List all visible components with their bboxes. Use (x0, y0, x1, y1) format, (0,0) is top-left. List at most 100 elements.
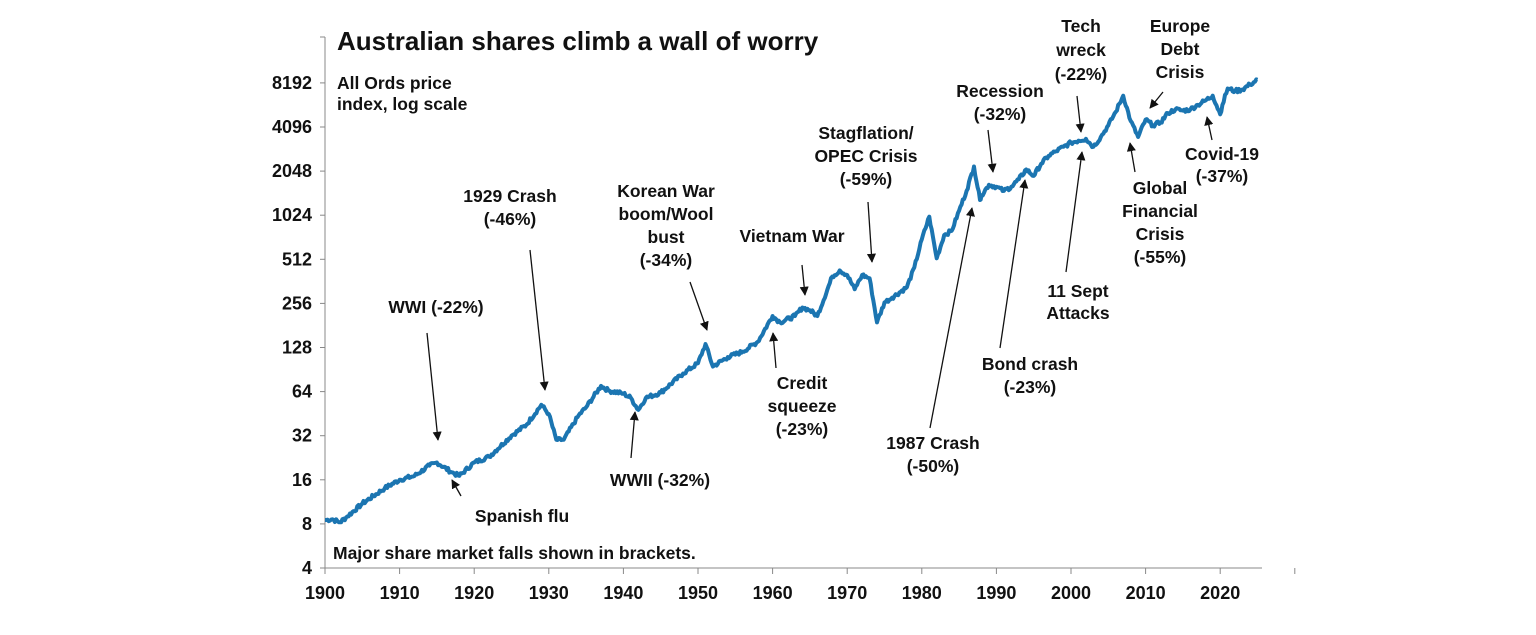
annotation-label: bust (648, 227, 685, 247)
annotation: WWI (-22%) (388, 297, 484, 441)
annotation-arrow (769, 332, 779, 369)
annotation-arrow (1204, 116, 1214, 141)
annotation-label: Debt (1161, 39, 1200, 59)
y-tick-label: 16 (292, 470, 312, 490)
x-tick-label: 2000 (1051, 583, 1091, 603)
annotation-arrow (987, 129, 997, 173)
annotation-label: Crisis (1156, 62, 1205, 82)
annotation-label: Tech (1061, 16, 1101, 36)
chart-footnote: Major share market falls shown in bracke… (333, 543, 696, 563)
x-tick-label: 1910 (380, 583, 420, 603)
annotation: Europe Debt Crisis (1149, 16, 1211, 109)
annotation-label: WWII (-32%) (610, 470, 710, 490)
annotation-label: Spanish flu (475, 506, 569, 526)
x-tick-label: 1960 (753, 583, 793, 603)
y-tick-label: 2048 (272, 161, 312, 181)
annotation-label: boom/Wool (619, 204, 714, 224)
y-tick-label: 8 (302, 514, 312, 534)
x-tick-label: 1980 (902, 583, 942, 603)
annotation-label: Covid-19 (1185, 144, 1259, 164)
annotation-label: (-32%) (974, 104, 1027, 124)
y-tick-label: 32 (292, 426, 312, 446)
annotation-label: Bond crash (982, 354, 1078, 374)
annotation-label: 1929 Crash (463, 186, 556, 206)
annotation-label: WWI (-22%) (388, 297, 483, 317)
x-tick-label: 2020 (1200, 583, 1240, 603)
y-tick-label: 4 (302, 558, 312, 578)
annotation-arrow (1075, 95, 1085, 133)
annotation-label: Attacks (1046, 303, 1109, 323)
annotation-label: 11 Sept (1047, 281, 1108, 301)
y-tick-label: 4096 (272, 117, 312, 137)
annotation: Korean War boom/Wool bust (-34%) (617, 181, 715, 331)
x-tick-label: 1920 (454, 583, 494, 603)
annotation-label: Global (1133, 178, 1187, 198)
x-tick-label: 1900 (305, 583, 345, 603)
annotation: Covid-19(-37%) (1185, 116, 1259, 186)
chart-subtitle-line-1: All Ords price (337, 73, 452, 93)
series-line-all-ords (324, 77, 1259, 525)
annotation: Bond crash (-23%) (982, 179, 1078, 397)
annotation-label: (-55%) (1134, 247, 1187, 267)
chart-subtitle-line-2: index, log scale (337, 94, 468, 114)
annotation-arrow (1126, 142, 1136, 173)
annotation-arrow (689, 281, 709, 331)
annotation: Stagflation/OPEC Crisis (-59%) (814, 123, 918, 263)
annotation: Vietnam War (739, 226, 845, 296)
annotation: Recession (-32%) (956, 81, 1044, 173)
annotation-label: (-46%) (484, 209, 537, 229)
annotation-label: Financial (1122, 201, 1198, 221)
annotation-arrow (1149, 91, 1164, 109)
x-tick-label: 1990 (976, 583, 1016, 603)
annotation-label: 1987 Crash (886, 433, 979, 453)
annotation-arrow (451, 479, 462, 497)
annotation-label: Credit (777, 373, 828, 393)
annotation-label: (-34%) (640, 250, 693, 270)
annotation-label: Europe (1150, 16, 1211, 36)
annotation: Tech wreck (-22%) (1055, 16, 1108, 133)
annotation-arrow (999, 179, 1029, 349)
annotation-label: (-37%) (1196, 166, 1249, 186)
y-tick-label: 512 (282, 249, 312, 269)
annotation-arrow (866, 201, 876, 263)
annotation-label: Korean War (617, 181, 715, 201)
annotation: Credit squeeze (-23%) (767, 332, 837, 439)
annotations: WWI (-22%) 1929 Crash (-46%) Korean War boom… (388, 16, 1259, 526)
x-tick-label: 1930 (529, 583, 569, 603)
annotation-label: OPEC Crisis (814, 146, 917, 166)
annotation-arrow (426, 332, 442, 441)
annotation: Spanish flu (451, 479, 569, 526)
annotation-label: (-23%) (1004, 377, 1057, 397)
annotation: 1987 Crash (-50%) (886, 207, 980, 476)
y-tick-label: 128 (282, 338, 312, 358)
annotation-label: (-22%) (1055, 64, 1108, 84)
annotation-label: (-59%) (840, 169, 893, 189)
annotation-label: Stagflation/ (818, 123, 913, 143)
annotation-label: squeeze (767, 396, 836, 416)
annotation-arrow (529, 249, 549, 391)
annotation-arrow (629, 411, 639, 459)
x-tick-label: 1940 (603, 583, 643, 603)
annotation-label: wreck (1055, 40, 1106, 60)
annotation-label: Vietnam War (739, 226, 844, 246)
y-tick-label: 8192 (272, 73, 312, 93)
annotation-arrow (799, 264, 809, 296)
y-tick-label: 256 (282, 293, 312, 313)
x-tick-label: 1970 (827, 583, 867, 603)
annotation-label: Recession (956, 81, 1044, 101)
y-tick-label: 64 (292, 382, 312, 402)
x-tick-label: 2010 (1126, 583, 1166, 603)
annotation: 1929 Crash (-46%) (463, 186, 557, 391)
axes: 4 8 16 32 64 128 256 512 1024 2048 4096 8192 1900 191… (272, 36, 1296, 603)
annotation-label: (-23%) (776, 419, 829, 439)
x-tick-label: 1950 (678, 583, 718, 603)
annotation: WWII (-32%) (610, 411, 710, 490)
annotation-arrow (929, 207, 975, 429)
chart-title: Australian shares climb a wall of worry (337, 26, 819, 56)
annotation-arrow (1065, 151, 1086, 273)
y-tick-label: 1024 (272, 205, 312, 225)
annotation-label: Crisis (1136, 224, 1185, 244)
annotation: Global Financial Crisis (-55%) (1122, 142, 1198, 267)
